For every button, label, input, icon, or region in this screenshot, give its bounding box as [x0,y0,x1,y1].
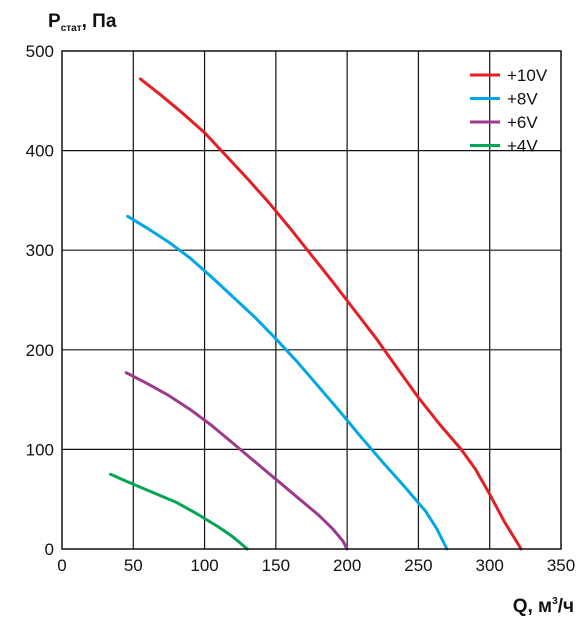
legend-label-1: +8V [507,90,538,109]
x-tick-label: 250 [404,556,432,575]
x-tick-label: 0 [57,556,66,575]
x-tick-label: 300 [476,556,504,575]
y-axis-title: Pстат, Па [48,11,117,34]
y-tick-label: 100 [26,440,54,459]
series-line-0 [138,77,523,551]
x-tick-label: 50 [124,556,143,575]
series-line-3 [109,472,249,551]
y-tick-label: 400 [26,142,54,161]
series-line-2 [124,371,349,551]
plot-frame [61,50,562,550]
x-axis-title: Q, м3/ч [513,596,574,617]
legend-label-3: +4V [507,137,538,156]
legend-label-0: +10V [507,66,548,85]
x-tick-label: 100 [190,556,218,575]
y-tick-label: 500 [26,42,54,61]
x-tick-label: 350 [547,556,575,575]
tick-labels: 0 50 100 150 200 250 300 350 0 100 200 300 400 500 [26,42,576,575]
y-tick-label: 300 [26,241,54,260]
series-line-1 [126,214,449,551]
y-tick-label: 200 [26,341,54,360]
grid [62,51,561,549]
legend-label-2: +6V [507,113,538,132]
legend: +10V +8V +6V +4V [470,66,548,156]
x-tick-label: 150 [262,556,290,575]
y-tick-label: 0 [45,540,54,559]
series-lines [109,77,523,551]
x-tick-label: 200 [333,556,361,575]
